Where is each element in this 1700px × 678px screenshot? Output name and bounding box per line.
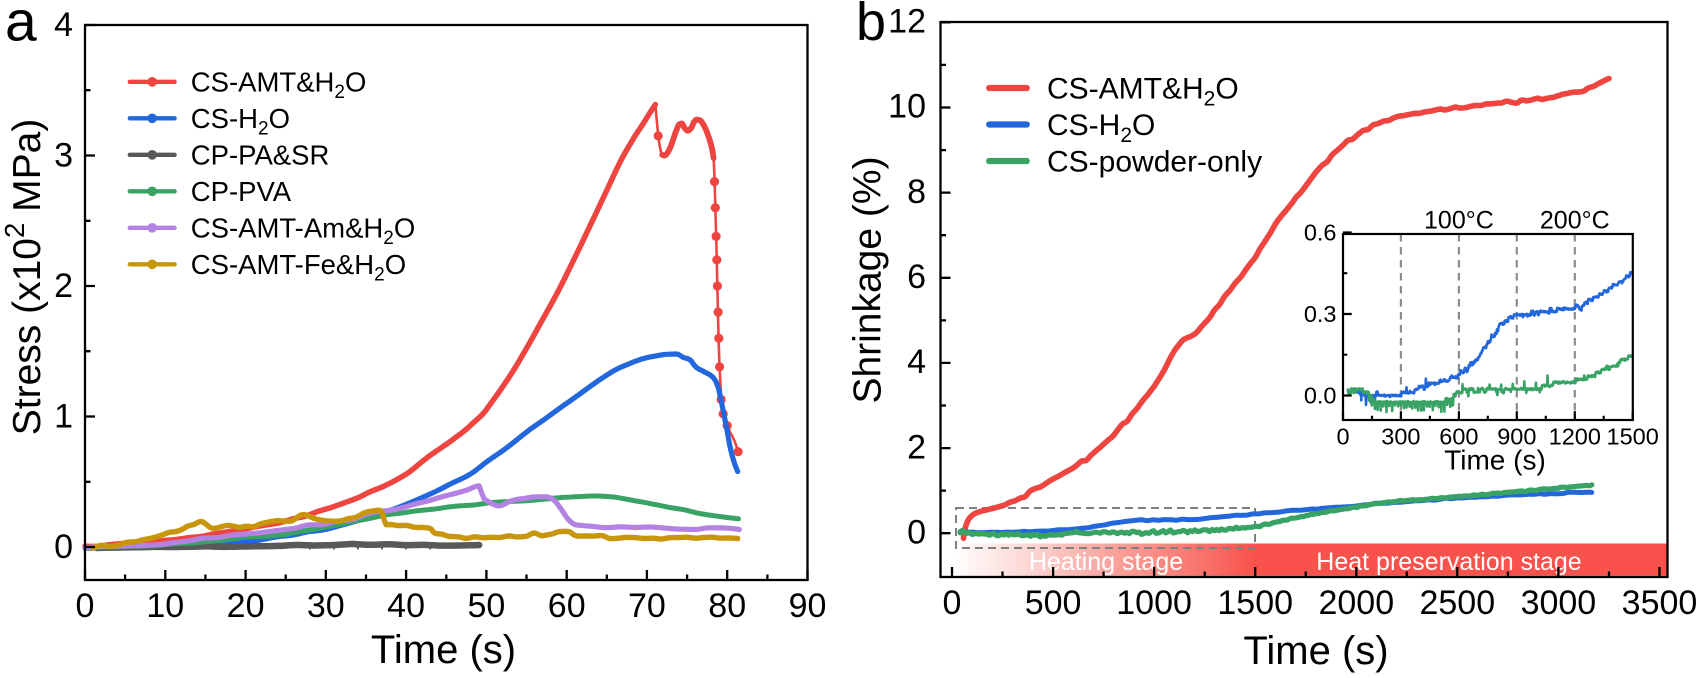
- svg-text:0.0: 0.0: [1304, 383, 1337, 409]
- svg-text:6: 6: [907, 258, 926, 296]
- svg-text:900: 900: [1497, 423, 1536, 449]
- svg-text:Heating stage: Heating stage: [1029, 548, 1183, 576]
- svg-text:100°C: 100°C: [1424, 207, 1494, 235]
- svg-text:Shrinkage (%): Shrinkage (%): [847, 156, 890, 403]
- svg-text:70: 70: [628, 587, 666, 625]
- svg-text:300: 300: [1381, 423, 1420, 449]
- svg-text:2: 2: [54, 267, 73, 305]
- svg-text:2500: 2500: [1419, 584, 1495, 622]
- svg-text:10: 10: [146, 587, 184, 625]
- svg-text:4: 4: [54, 6, 73, 44]
- svg-text:0: 0: [943, 584, 962, 622]
- svg-text:Time (s): Time (s): [1243, 629, 1388, 673]
- svg-text:2000: 2000: [1318, 584, 1394, 622]
- svg-text:20: 20: [227, 587, 265, 625]
- svg-text:CS-powder-only: CS-powder-only: [1047, 145, 1262, 178]
- svg-text:0: 0: [907, 513, 926, 551]
- svg-text:12: 12: [888, 3, 926, 41]
- svg-text:10: 10: [888, 88, 926, 126]
- svg-text:600: 600: [1439, 423, 1478, 449]
- svg-text:0: 0: [1336, 423, 1349, 449]
- svg-text:50: 50: [467, 587, 505, 625]
- svg-text:1500: 1500: [1217, 584, 1293, 622]
- svg-text:0: 0: [54, 528, 73, 566]
- svg-text:a: a: [5, 0, 37, 54]
- svg-text:8: 8: [907, 173, 926, 211]
- svg-text:200°C: 200°C: [1540, 207, 1610, 235]
- svg-text:Stress (x102 MPa): Stress (x102 MPa): [0, 119, 49, 436]
- svg-text:Time (s): Time (s): [371, 628, 516, 672]
- svg-text:3000: 3000: [1521, 584, 1597, 622]
- svg-text:0.3: 0.3: [1304, 301, 1337, 327]
- svg-text:CP-PVA: CP-PVA: [191, 176, 292, 207]
- svg-text:CP-PA&SR: CP-PA&SR: [191, 139, 330, 170]
- svg-text:4: 4: [907, 343, 926, 381]
- svg-text:30: 30: [307, 587, 345, 625]
- svg-text:0.6: 0.6: [1304, 220, 1337, 246]
- svg-text:0: 0: [76, 587, 95, 625]
- svg-text:60: 60: [548, 587, 586, 625]
- svg-text:2: 2: [907, 428, 926, 466]
- svg-text:Time (s): Time (s): [1444, 445, 1546, 476]
- svg-text:80: 80: [708, 587, 746, 625]
- svg-text:90: 90: [789, 587, 827, 625]
- svg-text:1000: 1000: [1116, 584, 1192, 622]
- svg-text:CS-AMT&H2O: CS-AMT&H2O: [191, 66, 367, 103]
- svg-text:40: 40: [387, 587, 425, 625]
- svg-text:500: 500: [1025, 584, 1082, 622]
- svg-text:1200: 1200: [1549, 423, 1601, 449]
- svg-text:1500: 1500: [1607, 423, 1659, 449]
- svg-text:CS-H2O: CS-H2O: [191, 103, 290, 140]
- svg-text:3500: 3500: [1622, 584, 1698, 622]
- svg-text:b: b: [856, 0, 886, 52]
- svg-text:3: 3: [54, 136, 73, 174]
- svg-text:1: 1: [54, 397, 73, 435]
- svg-text:CS-H2O: CS-H2O: [1047, 109, 1155, 147]
- svg-text:CS-AMT-Am&H2O: CS-AMT-Am&H2O: [191, 212, 415, 249]
- svg-text:Heat preservation stage: Heat preservation stage: [1316, 548, 1581, 576]
- svg-text:CS-AMT-Fe&H2O: CS-AMT-Fe&H2O: [191, 249, 406, 286]
